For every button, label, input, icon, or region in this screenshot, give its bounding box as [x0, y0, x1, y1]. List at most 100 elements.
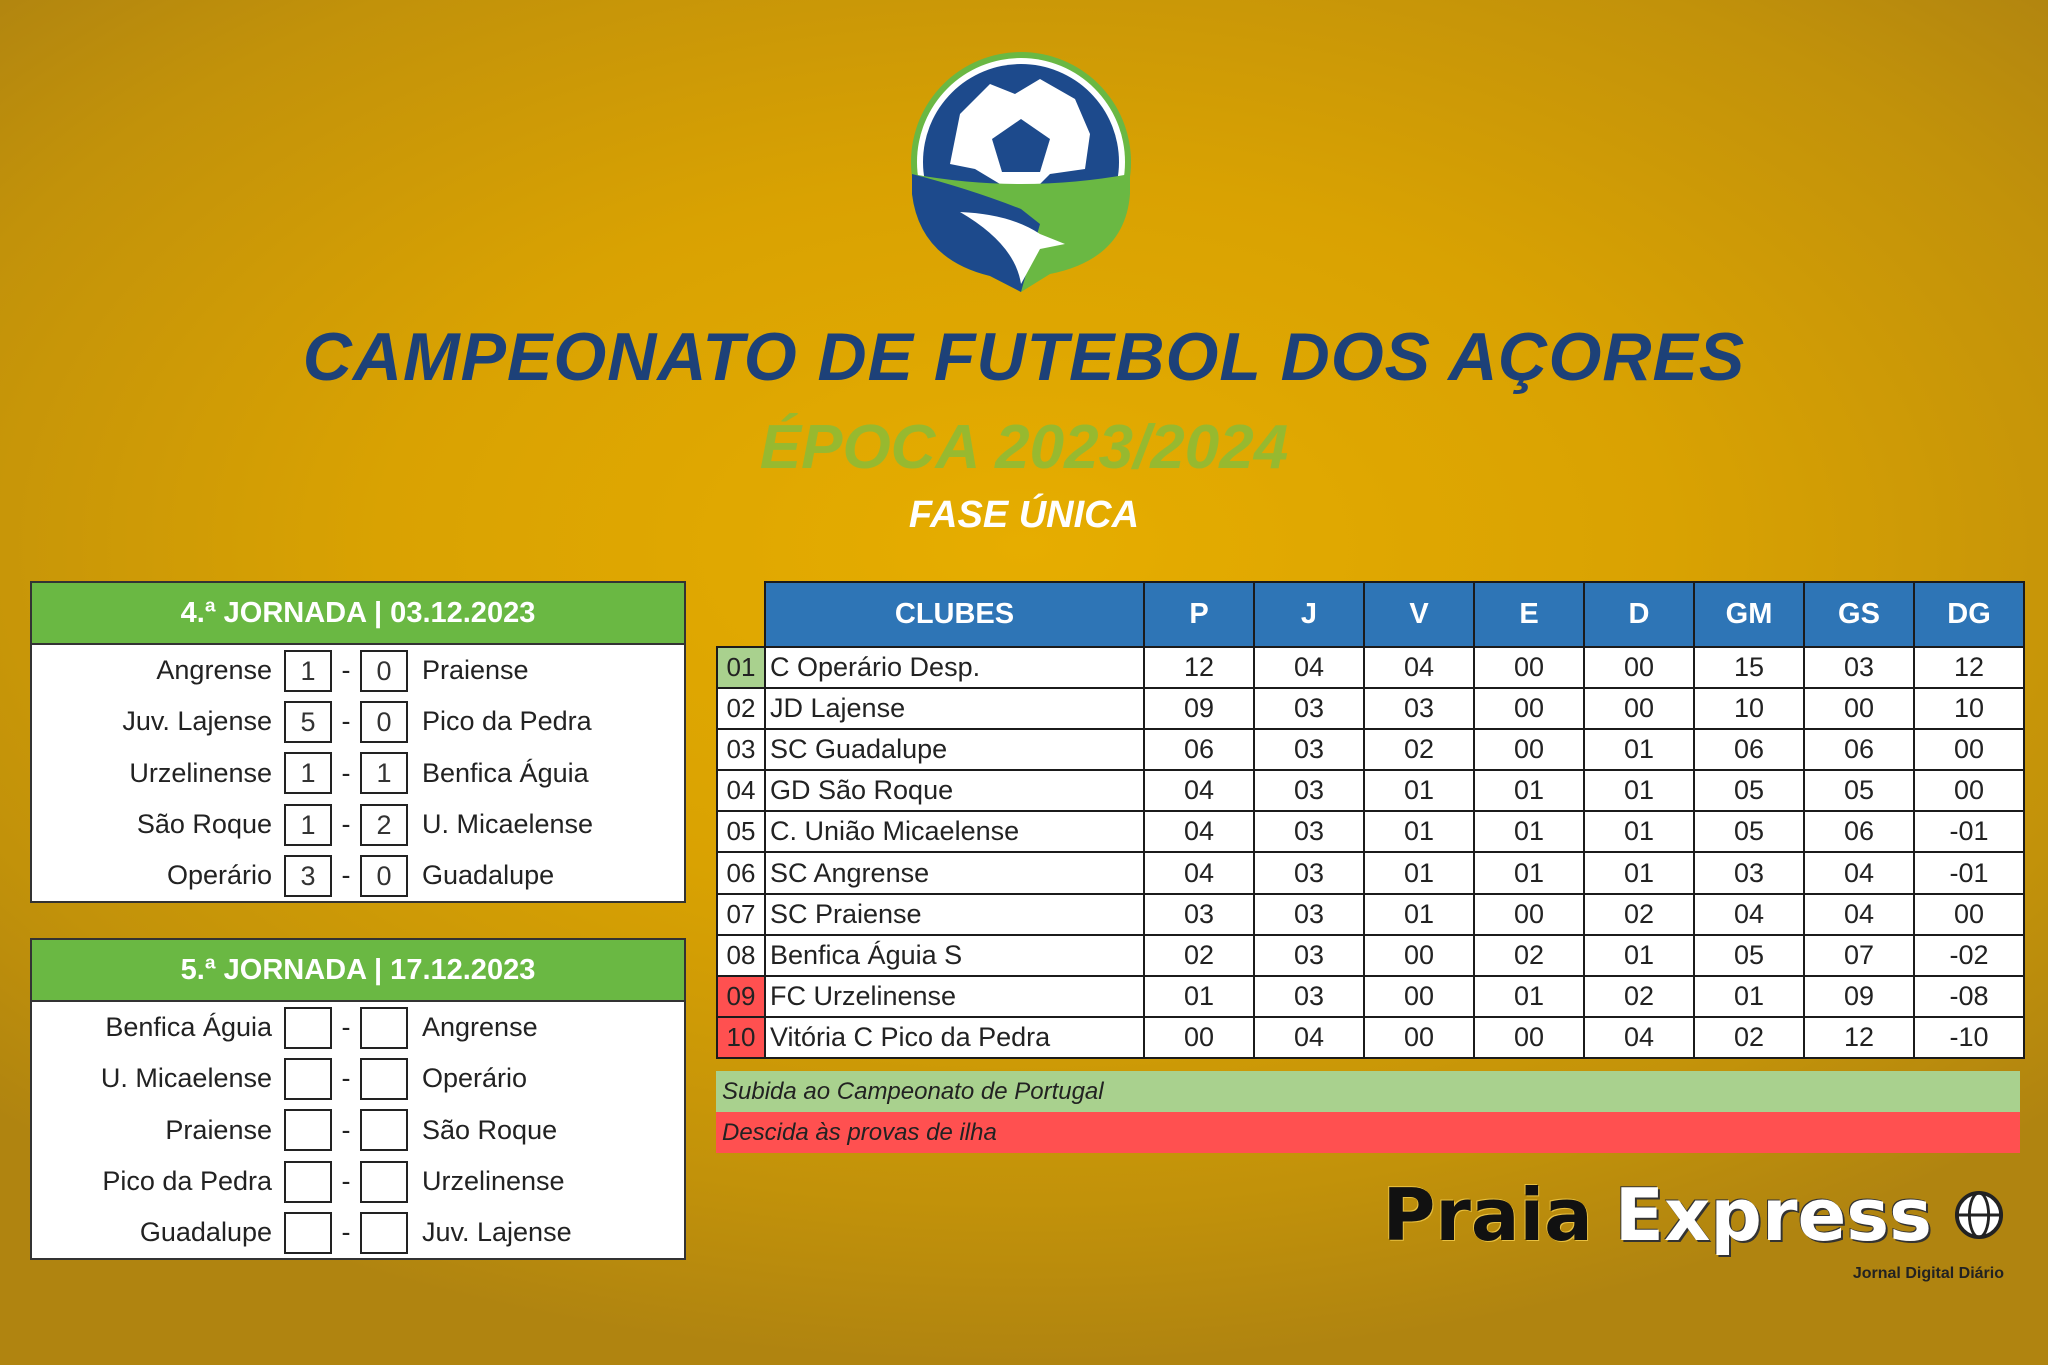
- home-score-box: [284, 1057, 332, 1100]
- away-score-box: [360, 1057, 408, 1100]
- column-header: J: [1253, 581, 1365, 648]
- score-separator: -: [341, 706, 351, 737]
- standings-row: 10 Vitória C Pico da Pedra 00 04 00 00 04 02 12-…: [716, 1015, 2025, 1059]
- away-team: São Roque: [422, 1114, 558, 1145]
- away-team: Angrense: [422, 1012, 538, 1043]
- stat-cell: 02: [1143, 933, 1255, 977]
- away-score-box: 0: [360, 700, 408, 743]
- stat-cell: 04: [1143, 769, 1255, 813]
- stat-cell: 05: [1803, 769, 1915, 813]
- column-header: CLUBES: [764, 581, 1145, 648]
- stat-cell: 09: [1143, 687, 1255, 731]
- away-score-box: 2: [360, 803, 408, 846]
- stat-cell: 04: [1253, 1015, 1365, 1059]
- away-team: U. Micaelense: [422, 809, 594, 840]
- legend-promotion: Subida ao Campeonato de Portugal: [716, 1071, 2020, 1112]
- standings-row: 03 SC Guadalupe 06 03 02 00 01 06 06 00: [716, 728, 2025, 772]
- globe-icon: [1954, 1190, 2004, 1240]
- stat-cell: 01: [1693, 974, 1805, 1018]
- club-name: SC Praiense: [764, 892, 1145, 936]
- column-header: V: [1363, 581, 1475, 648]
- away-team: Juv. Lajense: [422, 1217, 572, 1248]
- away-score-box: 1: [360, 752, 408, 795]
- stat-cell: 03: [1253, 769, 1365, 813]
- brand-tagline: Jornal Digital Diário: [1852, 1265, 2004, 1282]
- brand-wordmark: Praia Express: [1383, 1172, 2004, 1258]
- away-team: Operário: [422, 1063, 528, 1094]
- score-separator: -: [341, 655, 351, 686]
- column-header: P: [1143, 581, 1255, 648]
- stat-cell: 01: [1363, 769, 1475, 813]
- stat-cell: 01: [1473, 810, 1585, 854]
- score-separator: -: [341, 757, 351, 788]
- stat-cell: 04: [1253, 645, 1365, 690]
- stat-cell: 03: [1253, 728, 1365, 772]
- stat-cell: 02: [1693, 1015, 1805, 1059]
- stat-cell: 00: [1363, 1015, 1475, 1059]
- stat-cell: 00: [1143, 1015, 1255, 1059]
- score-separator: -: [341, 1114, 351, 1145]
- position-cell: 05: [716, 810, 766, 854]
- stat-cell: 10: [1913, 687, 2025, 731]
- match-row: Benfica Águia - Angrense: [32, 1002, 684, 1053]
- page-title: CAMPEONATO DE FUTEBOL DOS AÇORES: [302, 319, 1746, 395]
- stat-cell: 03: [1253, 810, 1365, 854]
- standings-row: 01 C Operário Desp. 12 04 04 00 00 15 03 12: [716, 645, 2025, 690]
- stat-cell: 00: [1473, 728, 1585, 772]
- standings-row: 05 C. União Micaelense 04 03 01 01 01 05 06 -01: [716, 810, 2025, 854]
- position-cell: 03: [716, 728, 766, 772]
- home-team: Benfica Águia: [105, 1012, 272, 1043]
- position-cell: 09: [716, 974, 766, 1018]
- column-header: GM: [1693, 581, 1805, 648]
- club-name: JD Lajense: [764, 687, 1145, 731]
- praia-express-logo: Praia Express Jornal Digital Diário: [1383, 1172, 2004, 1284]
- stat-cell: 00: [1913, 769, 2025, 813]
- stat-cell: 04: [1143, 851, 1255, 895]
- away-score-box: [360, 1006, 408, 1049]
- stat-cell: 00: [1913, 892, 2025, 936]
- club-name: Benfica Águia S: [764, 933, 1145, 977]
- stat-cell: 00: [1473, 645, 1585, 690]
- stat-cell: 03: [1363, 687, 1475, 731]
- stat-cell: 09: [1803, 974, 1915, 1018]
- stat-cell: 00: [1363, 974, 1475, 1018]
- position-cell: 06: [716, 851, 766, 895]
- match-row: Juv. Lajense 5 - 0 Pico da Pedra: [32, 696, 684, 747]
- away-score-box: [360, 1160, 408, 1203]
- home-score-box: [284, 1160, 332, 1203]
- position-cell: 02: [716, 687, 766, 731]
- stat-cell: 05: [1693, 810, 1805, 854]
- stat-cell: 01: [1583, 769, 1695, 813]
- away-score-box: 0: [360, 649, 408, 692]
- stat-cell: 01: [1363, 810, 1475, 854]
- position-header: [717, 582, 766, 647]
- stat-cell: 03: [1253, 974, 1365, 1018]
- stat-cell: 01: [1473, 974, 1585, 1018]
- away-score-box: [360, 1211, 408, 1254]
- home-score-box: 1: [284, 803, 332, 846]
- match-list: Benfica Águia - Angrense U. Micaelense -…: [32, 1002, 684, 1258]
- home-score-box: 1: [284, 649, 332, 692]
- stat-cell: 01: [1473, 769, 1585, 813]
- club-name: GD São Roque: [764, 769, 1145, 813]
- score-separator: -: [341, 860, 351, 891]
- column-header: GS: [1803, 581, 1915, 648]
- stat-cell: 00: [1363, 933, 1475, 977]
- stat-cell: 00: [1473, 687, 1585, 731]
- home-score-box: [284, 1211, 332, 1254]
- stat-cell: 02: [1583, 974, 1695, 1018]
- stat-cell: 03: [1803, 645, 1915, 690]
- stat-cell: 03: [1253, 933, 1365, 977]
- home-score-box: 5: [284, 700, 332, 743]
- club-name: SC Angrense: [764, 851, 1145, 895]
- position-cell: 08: [716, 933, 766, 977]
- column-header: DG: [1913, 581, 2025, 648]
- column-header: D: [1583, 581, 1695, 648]
- stat-cell: 00: [1583, 645, 1695, 690]
- stat-cell: -10: [1913, 1015, 2025, 1059]
- round-title: 4.ª JORNADA | 03.12.2023: [32, 583, 684, 645]
- stat-cell: 04: [1803, 851, 1915, 895]
- away-score-box: [360, 1109, 408, 1152]
- home-team: U. Micaelense: [100, 1063, 272, 1094]
- stat-cell: 12: [1143, 645, 1255, 690]
